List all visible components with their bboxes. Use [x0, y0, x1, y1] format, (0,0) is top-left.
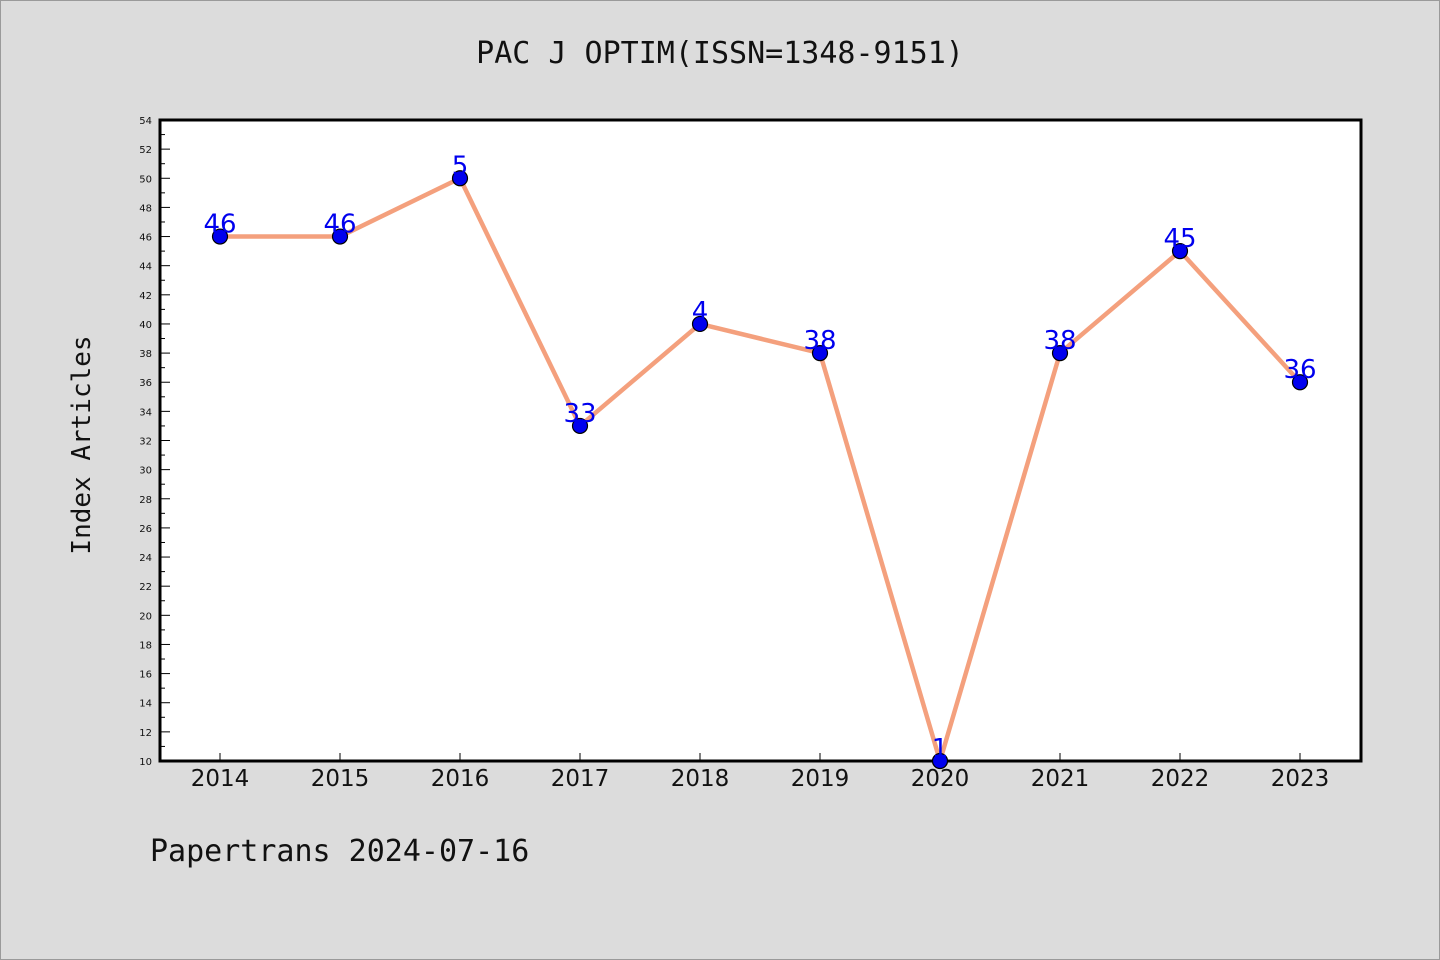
x-tick-label: 2015 [311, 766, 370, 792]
y-tick-label: 34 [139, 407, 152, 418]
data-label: 1 [932, 734, 949, 764]
data-point [211, 228, 229, 245]
data-point [451, 170, 469, 187]
y-tick-label: 52 [139, 145, 152, 156]
y-tick-label: 36 [139, 378, 152, 389]
x-tick-label: 2023 [1271, 766, 1330, 792]
data-points [211, 170, 1309, 770]
x-tick-label: 2022 [1151, 766, 1210, 792]
y-tick-label: 26 [139, 524, 152, 535]
data-point [811, 344, 829, 362]
data-label: 46 [203, 210, 236, 240]
y-tick-label: 10 [139, 757, 152, 768]
data-point [931, 752, 949, 770]
x-tick-label: 2018 [671, 766, 730, 792]
x-tick-label: 2017 [551, 766, 610, 792]
series-line [220, 176, 1302, 764]
y-tick-label: 16 [139, 670, 152, 681]
y-axis-label: Index Articles [67, 335, 97, 554]
data-label: 46 [323, 210, 356, 240]
data-label: 38 [803, 326, 836, 356]
x-tick-label: 2014 [191, 766, 250, 792]
y-tick-label: 32 [139, 437, 152, 448]
y-tick-label: 20 [139, 611, 152, 622]
y-tick-label: 48 [139, 203, 152, 214]
y-tick-label: 18 [139, 640, 152, 651]
y-tick-label: 22 [139, 582, 152, 593]
data-label: 38 [1043, 326, 1076, 356]
data-labels: 46 46 5 33 4 38 1 38 45 36 [203, 151, 1316, 764]
x-tick-label: 2020 [911, 766, 970, 792]
x-tick-label: 2021 [1031, 766, 1090, 792]
y-tick-label: 14 [139, 699, 152, 710]
y-axis: 10 12 14 16 18 20 22 24 26 28 30 32 34 36 38 40 42 44 46 48… [139, 116, 170, 768]
y-tick-label: 12 [139, 728, 152, 739]
data-point [691, 315, 709, 333]
data-point [571, 417, 589, 435]
data-label: 5 [452, 151, 469, 181]
y-tick-label: 38 [139, 349, 152, 360]
data-point [1291, 374, 1309, 391]
data-point [1171, 243, 1189, 260]
data-label: 36 [1283, 355, 1316, 385]
x-tick-label: 2016 [431, 766, 490, 792]
data-label: 33 [563, 399, 596, 429]
data-point [331, 228, 349, 245]
y-tick-label: 30 [139, 466, 152, 477]
y-tick-label: 46 [139, 233, 152, 244]
footer-text: Papertrans 2024-07-16 [150, 834, 530, 869]
data-label: 4 [692, 297, 709, 327]
chart-title: PAC J OPTIM(ISSN=1348-9151) [476, 36, 964, 71]
y-tick-label: 40 [139, 320, 152, 331]
plot-area [158, 118, 1363, 763]
data-point [1051, 344, 1069, 362]
x-axis: 2014 2015 2016 2017 2018 2019 2020 2021 2022 2023 [191, 753, 1330, 792]
y-tick-label: 24 [139, 553, 152, 564]
y-tick-label: 42 [139, 291, 152, 302]
y-tick-label: 44 [139, 262, 152, 273]
x-tick-label: 2019 [791, 766, 850, 792]
data-label: 45 [1163, 224, 1196, 254]
y-tick-label: 28 [139, 495, 152, 506]
y-tick-label: 54 [139, 116, 152, 127]
y-tick-label: 50 [139, 174, 152, 185]
